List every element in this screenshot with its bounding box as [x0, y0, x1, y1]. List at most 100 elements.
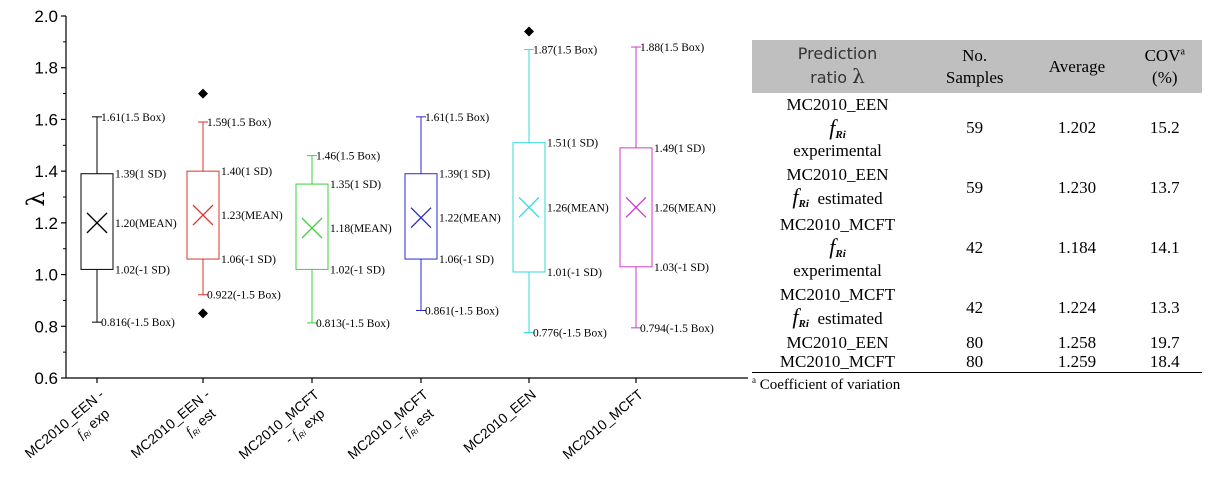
- box-group: 1.59(1.5 Box) 1.40(1 SD) 1.23(MEAN) 1.06(-1…: [186, 88, 283, 319]
- label-sd-high: 1.51(1 SD): [547, 138, 598, 150]
- mean-marker: [518, 196, 540, 218]
- average-cell: 1.230: [1057, 178, 1097, 198]
- mean-marker: [301, 217, 323, 239]
- f-subscript: Ri: [798, 318, 809, 331]
- x-tick-label: MC2010_EEN: [460, 386, 539, 456]
- table-row: MC2010_EEN 80 1.258 19.7: [752, 333, 1202, 353]
- x-tick-label-group: MC2010_EEN -fRi exp: [22, 386, 113, 461]
- row-suffix: experimental: [793, 141, 882, 161]
- header-cov: COVa (%): [1128, 40, 1202, 93]
- average-cell: 1.184: [1057, 238, 1097, 258]
- label-whisker-high: 1.46(1.5 Box): [316, 151, 380, 163]
- row-name-cell: MC2010_MCFT: [752, 352, 923, 373]
- label-sd-high: 1.35(1 SD): [330, 179, 381, 191]
- x-tick-label-group: MC2010_MCFT: [559, 386, 646, 463]
- mean-marker: [410, 207, 432, 229]
- f-symbol: f: [829, 114, 836, 140]
- samples-cell: 80: [923, 352, 1027, 373]
- x-tick-label-group: MC2010_EEN -fRi est: [128, 386, 219, 461]
- header-samples-line2: Samples: [945, 67, 1004, 87]
- label-sd-high: 1.49(1 SD): [654, 143, 705, 155]
- box-rect: [512, 142, 546, 273]
- table-row: MC2010_EEN fRi estimated 59 1.230 13.7: [752, 163, 1202, 213]
- row-name: MC2010_EEN: [786, 95, 889, 114]
- y-axis-label: λ: [22, 191, 50, 206]
- label-sd-low: 1.01(-1 SD): [547, 267, 602, 279]
- label-whisker-high: 1.61(1.5 Box): [101, 112, 165, 124]
- average-cell: 1.202: [1057, 118, 1097, 138]
- mean-marker: [625, 196, 647, 218]
- box-rect: [619, 147, 653, 268]
- label-whisker-low: 0.794(-1.5 Box): [640, 323, 714, 335]
- box-group: 1.87(1.5 Box) 1.51(1 SD) 1.26(MEAN) 1.01(-1…: [512, 26, 609, 339]
- header-samples-line1: No.: [962, 46, 988, 66]
- f-subscript: Ri: [835, 128, 846, 141]
- cov-cell: 15.2: [1149, 118, 1180, 138]
- y-tick-label: 0.8: [34, 317, 58, 336]
- label-whisker-low: 0.922(-1.5 Box): [207, 290, 281, 302]
- label-mean: 1.23(MEAN): [221, 210, 283, 222]
- label-mean: 1.18(MEAN): [330, 223, 392, 235]
- header-cov-label: COV: [1144, 46, 1181, 66]
- f-subscript: Ri: [835, 248, 846, 261]
- mean-marker: [192, 204, 214, 226]
- row-suffix: estimated: [817, 189, 883, 209]
- x-tick-label-group: MC2010_MCFT- fRi exp: [235, 386, 327, 463]
- label-mean: 1.26(MEAN): [547, 202, 609, 214]
- label-sd-low: 1.06(-1 SD): [221, 254, 276, 266]
- y-tick-label: 1.2: [34, 214, 58, 233]
- prediction-ratio-table: Prediction ratio λ No. Samples Average C…: [752, 40, 1202, 373]
- row-name-cell: MC2010_EEN fRi experimental: [752, 93, 923, 163]
- label-whisker-low: 0.816(-1.5 Box): [101, 317, 175, 329]
- label-sd-high: 1.39(1 SD): [115, 169, 166, 181]
- row-name-cell: MC2010_MCFT fRi experimental: [752, 213, 923, 283]
- header-samples: No. Samples: [923, 40, 1026, 93]
- row-suffix: experimental: [793, 261, 882, 281]
- box-plot-chart: 0.60.81.01.21.41.61.82.0λ 1.61(1.5 Box)1…: [22, 7, 748, 463]
- header-prediction-line1: Prediction: [797, 44, 878, 63]
- samples-cell: 80: [966, 332, 984, 352]
- row-name: MC2010_EEN: [786, 164, 889, 184]
- row-name-cell: MC2010_EEN fRi estimated: [752, 163, 923, 213]
- label-sd-low: 1.02(-1 SD): [115, 264, 170, 276]
- samples-cell: 42: [966, 297, 984, 317]
- cov-cell: 14.1: [1149, 238, 1180, 258]
- y-tick-label: 1.6: [34, 110, 58, 129]
- box-rect: [404, 173, 438, 260]
- label-mean: 1.22(MEAN): [439, 213, 501, 225]
- box-rect: [80, 173, 114, 270]
- row-name-cell: MC2010_EEN: [786, 332, 889, 352]
- x-tick-label-group: MC2010_EEN: [460, 386, 539, 456]
- f-symbol: f: [792, 184, 799, 210]
- label-whisker-low: 0.861(-1.5 Box): [425, 306, 499, 318]
- x-tick-labels: MC2010_EEN -fRi exp MC2010_EEN -fRi est MC…: [22, 386, 647, 463]
- label-mean: 1.26(MEAN): [654, 202, 716, 214]
- box-group: 1.61(1.5 Box) 1.39(1 SD) 1.20(MEAN) 1.02(-1…: [80, 112, 177, 329]
- average-cell: 1.224: [1057, 297, 1097, 317]
- mean-marker: [86, 212, 108, 234]
- samples-cell: 42: [966, 238, 984, 258]
- average-cell: 1.258: [1057, 332, 1097, 352]
- box-rect: [295, 183, 329, 270]
- table-row: MC2010_MCFT fRi estimated 42 1.224 13.3: [752, 283, 1202, 333]
- table-footnote: a Coefficient of variation: [752, 375, 1202, 394]
- label-whisker-high: 1.59(1.5 Box): [207, 117, 271, 129]
- y-tick-label: 2.0: [34, 7, 58, 26]
- row-name: MC2010_MCFT: [779, 284, 896, 304]
- table-row: MC2010_MCFT fRi experimental 42 1.184 14…: [752, 213, 1202, 283]
- label-whisker-high: 1.88(1.5 Box): [640, 42, 704, 54]
- header-cov-sup: a: [1180, 46, 1185, 58]
- box-group: 1.46(1.5 Box) 1.35(1 SD) 1.18(MEAN) 1.02(-1…: [295, 151, 392, 330]
- outlier-point: [198, 88, 208, 99]
- header-cov-unit: (%): [1152, 67, 1178, 87]
- table-header-row: Prediction ratio λ No. Samples Average C…: [752, 40, 1202, 93]
- y-tick-label: 0.6: [34, 369, 58, 388]
- label-sd-low: 1.02(-1 SD): [330, 264, 385, 276]
- label-whisker-high: 1.61(1.5 Box): [425, 112, 489, 124]
- header-average: Average: [1048, 56, 1106, 76]
- cov-cell: 13.7: [1149, 178, 1180, 198]
- label-mean: 1.20(MEAN): [115, 218, 177, 230]
- x-tick-label: MC2010_MCFT: [559, 386, 646, 463]
- header-lambda-symbol: λ: [852, 64, 865, 88]
- cov-cell: 18.4: [1127, 352, 1202, 373]
